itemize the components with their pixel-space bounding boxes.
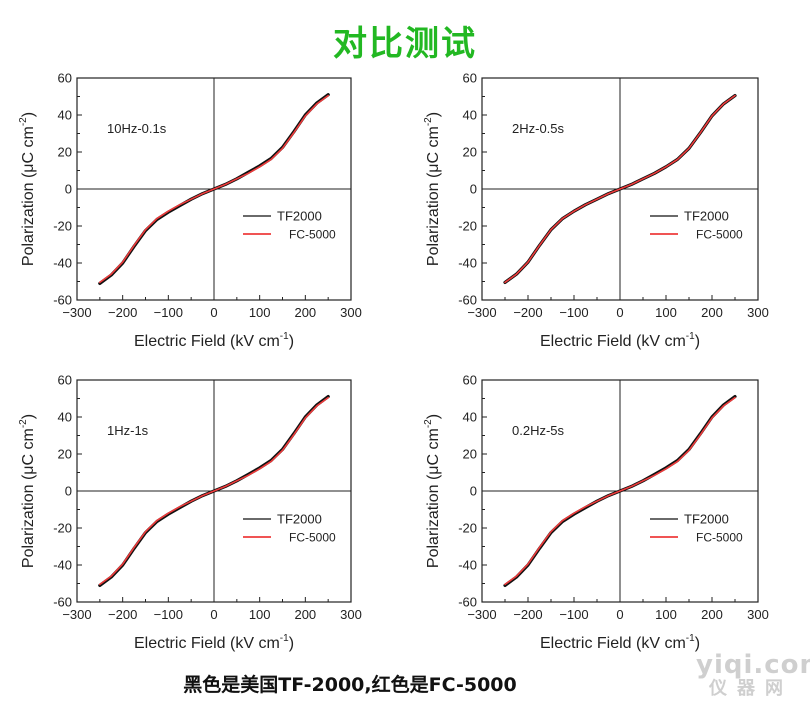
x-tick-label: −100 bbox=[559, 305, 588, 320]
series-line-fc-5000 bbox=[504, 396, 736, 586]
x-tick-label: −200 bbox=[513, 305, 542, 320]
y-tick-label: 60 bbox=[463, 71, 477, 86]
watermark-subtext: 仪器网 bbox=[709, 678, 793, 699]
panel-annotation: 0.2Hz-5s bbox=[512, 423, 565, 438]
x-axis-label: Electric Field (kV cm-1) bbox=[134, 331, 294, 350]
legend-label: TF2000 bbox=[684, 209, 729, 224]
x-tick-label: −200 bbox=[108, 607, 137, 622]
legend-label: FC-5000 bbox=[289, 228, 336, 242]
panel-annotation: 10Hz-0.1s bbox=[107, 121, 167, 136]
x-tick-label: 300 bbox=[340, 305, 362, 320]
series-line-fc-5000 bbox=[504, 94, 736, 284]
y-tick-label: 60 bbox=[463, 373, 477, 388]
x-tick-label: −300 bbox=[467, 305, 496, 320]
y-tick-label: -60 bbox=[53, 293, 72, 308]
x-tick-label: 0 bbox=[210, 607, 217, 622]
legend-label: FC-5000 bbox=[696, 531, 743, 545]
y-tick-label: 20 bbox=[463, 145, 477, 160]
x-tick-label: −300 bbox=[62, 607, 91, 622]
x-axis-label: Electric Field (kV cm-1) bbox=[540, 331, 700, 350]
legend-label: TF2000 bbox=[277, 209, 322, 224]
y-tick-label: 0 bbox=[65, 182, 72, 197]
y-tick-label: 20 bbox=[58, 145, 72, 160]
legend-label: FC-5000 bbox=[289, 531, 336, 545]
y-tick-label: 40 bbox=[58, 108, 72, 123]
watermark-logo: yiqi.com 仪器网 bbox=[696, 650, 810, 699]
y-tick-label: -20 bbox=[458, 219, 477, 234]
y-tick-label: 0 bbox=[65, 484, 72, 499]
legend-label: TF2000 bbox=[277, 512, 322, 527]
y-axis-label: Polarization (μC cm-2) bbox=[18, 112, 37, 266]
y-axis-label: Polarization (μC cm-2) bbox=[423, 112, 442, 266]
y-tick-label: 60 bbox=[58, 373, 72, 388]
x-tick-label: 100 bbox=[655, 607, 677, 622]
x-tick-label: 200 bbox=[701, 305, 723, 320]
y-tick-label: -40 bbox=[53, 256, 72, 271]
y-tick-label: -20 bbox=[53, 219, 72, 234]
footer-note: 黑色是美国TF-2000,红色是FC-5000 bbox=[183, 674, 517, 696]
x-axis-label: Electric Field (kV cm-1) bbox=[540, 633, 700, 652]
chart-panel-3: −300 −200 −100 0 100 200 3006040200-20-40-60El… bbox=[18, 373, 362, 653]
page-title: 对比测试 bbox=[333, 24, 477, 64]
x-tick-label: −100 bbox=[559, 607, 588, 622]
y-tick-label: 40 bbox=[463, 410, 477, 425]
x-tick-label: 300 bbox=[747, 305, 769, 320]
x-tick-label: 100 bbox=[655, 305, 677, 320]
y-tick-label: 60 bbox=[58, 71, 72, 86]
x-tick-label: 0 bbox=[616, 305, 623, 320]
y-axis-label: Polarization (μC cm-2) bbox=[18, 414, 37, 568]
y-tick-label: 40 bbox=[58, 410, 72, 425]
series-line-fc-5000 bbox=[99, 396, 329, 586]
y-tick-label: 20 bbox=[463, 447, 477, 462]
x-axis-label: Electric Field (kV cm-1) bbox=[134, 633, 294, 652]
y-axis-label: Polarization (μC cm-2) bbox=[423, 414, 442, 568]
y-tick-label: -40 bbox=[458, 558, 477, 573]
x-tick-label: 300 bbox=[340, 607, 362, 622]
chart-panel-2: −300 −200 −100 0 100 200 3006040200-20-40-60El… bbox=[423, 71, 769, 351]
x-tick-label: −200 bbox=[513, 607, 542, 622]
y-tick-label: 40 bbox=[463, 108, 477, 123]
chart-panel-4: −300 −200 −100 0 100 200 3006040200-20-40-60El… bbox=[423, 373, 769, 653]
x-tick-label: 200 bbox=[701, 607, 723, 622]
y-tick-label: -60 bbox=[53, 595, 72, 610]
panel-annotation: 2Hz-0.5s bbox=[512, 121, 565, 136]
y-tick-label: -40 bbox=[458, 256, 477, 271]
x-tick-label: 300 bbox=[747, 607, 769, 622]
legend-label: TF2000 bbox=[684, 512, 729, 527]
legend-label: FC-5000 bbox=[696, 228, 743, 242]
panel-annotation: 1Hz-1s bbox=[107, 423, 149, 438]
x-tick-label: −300 bbox=[62, 305, 91, 320]
x-tick-label: −200 bbox=[108, 305, 137, 320]
y-tick-label: -60 bbox=[458, 293, 477, 308]
x-tick-label: 0 bbox=[210, 305, 217, 320]
x-tick-label: −100 bbox=[154, 305, 183, 320]
y-tick-label: -60 bbox=[458, 595, 477, 610]
y-tick-label: 0 bbox=[470, 182, 477, 197]
watermark-text: yiqi.com bbox=[696, 650, 810, 680]
chart-panel-1: −300 −200 −100 0 100 200 3006040200-20-40-60El… bbox=[18, 71, 362, 351]
series-line-fc-5000 bbox=[99, 94, 329, 284]
y-tick-label: 0 bbox=[470, 484, 477, 499]
y-tick-label: -20 bbox=[458, 521, 477, 536]
y-tick-label: -20 bbox=[53, 521, 72, 536]
x-tick-label: −100 bbox=[154, 607, 183, 622]
x-tick-label: 200 bbox=[294, 305, 316, 320]
x-tick-label: 100 bbox=[249, 305, 271, 320]
y-tick-label: 20 bbox=[58, 447, 72, 462]
x-tick-label: 200 bbox=[294, 607, 316, 622]
x-tick-label: −300 bbox=[467, 607, 496, 622]
x-tick-label: 0 bbox=[616, 607, 623, 622]
x-tick-label: 100 bbox=[249, 607, 271, 622]
y-tick-label: -40 bbox=[53, 558, 72, 573]
